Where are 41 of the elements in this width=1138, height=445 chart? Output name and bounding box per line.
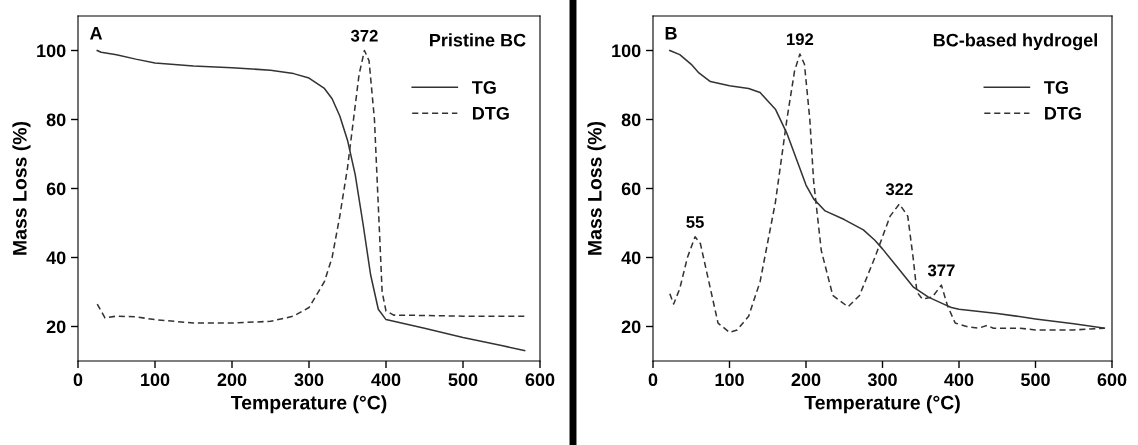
x-axis-title: Temperature (°C) [804,395,960,414]
x-tick-label: 100 [141,373,170,387]
y-tick-label: 100 [37,44,66,58]
y-axis-title: Mass Loss (%) [12,121,31,255]
y-tick-label: 60 [621,182,641,196]
y-tick-label: 20 [46,320,66,334]
x-tick-label: 200 [791,373,821,387]
y-tick-label: 60 [46,182,66,196]
x-tick-label: 200 [217,373,247,387]
chart-title: B [665,27,677,40]
legend-label: DTG [472,106,509,120]
x-tick-label: 300 [867,373,897,387]
x-tick-label: 400 [371,373,401,387]
legend-label: DTG [1045,106,1081,120]
y-tick-label: 80 [621,113,641,127]
y-tick-label: 20 [621,320,641,334]
annotation: 192 [787,33,814,46]
annotation: 322 [885,183,913,196]
x-tick-label: 100 [715,373,744,387]
chart-title: A [90,27,103,40]
x-tick-label: 0 [73,373,83,387]
y-tick-label: 80 [46,113,66,127]
annotation: 55 [686,216,704,228]
y-tick-label: 100 [612,44,641,58]
x-tick-label: 300 [294,373,324,387]
x-tick-label: 500 [1020,373,1050,387]
x-tick-label: 600 [1097,373,1127,387]
y-tick-label: 40 [46,251,66,265]
x-axis-title: Temperature (°C) [230,395,387,414]
x-tick-label: 500 [448,373,478,387]
x-tick-label: 400 [944,373,974,387]
annotation: 377 [927,264,955,277]
x-tick-label: 600 [525,373,555,387]
annotation: 372 [350,29,378,42]
annotation: Pristine BC [430,33,526,47]
annotation: BC-based hydrogel [933,33,1097,51]
y-tick-label: 40 [621,251,641,265]
legend-label: TG [471,81,496,94]
legend-label: TG [1044,81,1068,94]
y-axis-title: Mass Loss (%) [587,121,606,255]
x-tick-label: 0 [648,373,658,387]
